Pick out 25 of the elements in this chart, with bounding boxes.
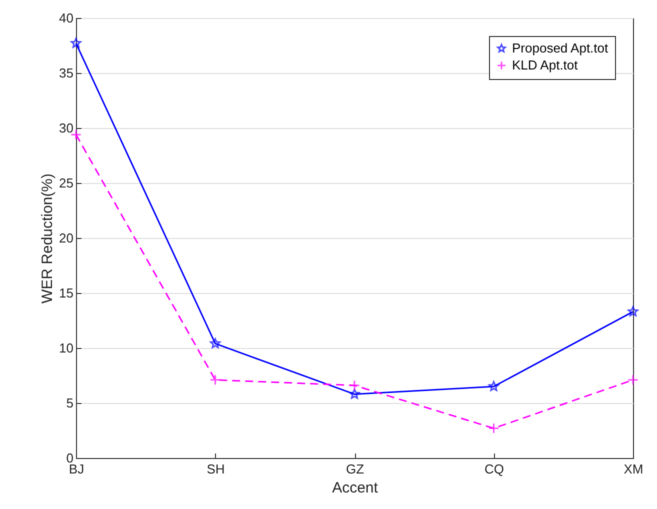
y-tick-label: 10	[59, 340, 74, 356]
point	[349, 388, 360, 399]
y-tick-label: 15	[59, 286, 74, 300]
point	[488, 422, 500, 434]
y-tick-label: 40	[59, 10, 74, 26]
point	[628, 306, 638, 316]
point	[349, 380, 360, 391]
x-tick-label: XM	[624, 462, 644, 476]
y-tick-label: 25	[59, 176, 74, 190]
x-tick-label: SH	[206, 462, 225, 476]
legend-label: Proposed Apt.tot	[512, 40, 609, 56]
legend-label: KLD Apt.tot	[512, 58, 578, 72]
point	[210, 338, 221, 348]
point	[628, 374, 638, 386]
y-tick-label: 30	[59, 120, 74, 136]
y-tick-label: 5	[66, 396, 74, 410]
point	[488, 381, 500, 392]
y-tick-label: 20	[59, 230, 74, 246]
x-tick-label: CQ	[484, 462, 504, 476]
point	[210, 374, 221, 386]
x-tick-label: GZ	[346, 462, 364, 476]
x-axis-title: Accent	[332, 480, 379, 496]
y-tick-label: 35	[59, 66, 74, 80]
y-axis-title: WER Reduction(%)	[39, 173, 56, 304]
point	[70, 38, 82, 48]
